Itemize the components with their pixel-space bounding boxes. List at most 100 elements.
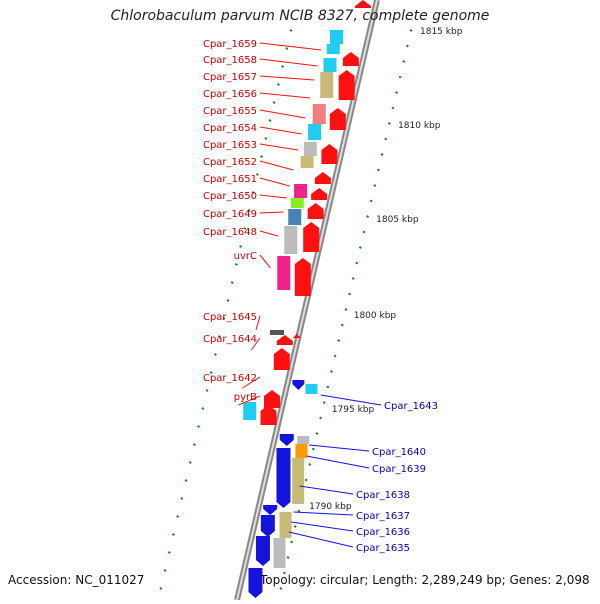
inner-tick (163, 569, 167, 572)
scale-label: 1815 kbp (420, 27, 463, 37)
inner-tick (281, 65, 285, 68)
inner-tick (197, 425, 201, 428)
forward-gene-arrow (294, 258, 311, 296)
forward-gene-label: Cpar_1649 (203, 209, 257, 220)
scale-tick (409, 29, 413, 32)
scale-tick (398, 75, 402, 79)
inner-tick (243, 227, 247, 230)
inner-tick (234, 263, 238, 266)
scale-tick (297, 509, 301, 513)
forward-gene-label: Cpar_1654 (203, 123, 257, 134)
scale-tick (355, 261, 359, 265)
reverse-leader-line (306, 455, 370, 469)
forward-leader-line (259, 75, 315, 81)
scale-tick (348, 292, 351, 296)
forward-leader-line (255, 315, 261, 331)
forward-gene-arrow (264, 390, 281, 408)
gene-ticks (159, 29, 293, 590)
inner-tick (205, 389, 209, 392)
forward-gene-box (320, 72, 334, 98)
inner-tick (209, 371, 213, 374)
forward-gene-label: pyrB (234, 392, 257, 403)
forward-gene-arrow (292, 334, 301, 338)
forward-gene-box (308, 124, 322, 140)
reverse-leader-line (299, 485, 354, 495)
forward-leader-line (250, 337, 261, 351)
forward-gene-box (277, 256, 291, 290)
scale-tick (405, 44, 409, 48)
scale-ticks (279, 29, 413, 590)
forward-leader-line (259, 160, 294, 171)
forward-leader-line (259, 58, 318, 67)
forward-gene-box (290, 198, 304, 208)
reverse-gene-arrow (248, 568, 263, 598)
reverse-strand-genes (248, 380, 318, 598)
forward-leader-line (259, 194, 287, 199)
scale-tick (337, 339, 341, 342)
scale-tick (380, 153, 384, 156)
scale-tick (358, 246, 362, 249)
forward-leader-line (259, 126, 302, 135)
reverse-gene-arrow (255, 536, 270, 566)
inner-tick (188, 461, 192, 464)
forward-leader-line (259, 109, 306, 119)
forward-gene-arrow (307, 203, 324, 219)
scale-tick (329, 370, 333, 373)
inner-tick (218, 335, 222, 338)
forward-gene-box (303, 142, 317, 156)
scale-tick (311, 447, 315, 451)
scale-label: 1810 kbp (398, 121, 441, 131)
forward-gene-label: Cpar_1652 (203, 157, 257, 168)
forward-gene-box (300, 156, 314, 168)
scale-tick (340, 323, 344, 327)
forward-leader-line (259, 211, 284, 214)
scale-tick (344, 308, 348, 311)
reverse-gene-arrow (279, 434, 294, 446)
scale-tick (391, 106, 395, 110)
reverse-gene-arrow (276, 448, 291, 508)
forward-gene-arrow (338, 70, 355, 100)
forward-gene-arrow (276, 335, 293, 345)
inner-tick (213, 353, 217, 356)
forward-gene-arrow (342, 52, 359, 66)
reverse-gene-label: Cpar_1640 (372, 447, 426, 458)
scale-tick (286, 556, 290, 559)
scale-tick (395, 91, 398, 94)
forward-gene-arrow (314, 172, 331, 184)
scale-tick (366, 215, 370, 218)
forward-gene-box (323, 58, 337, 72)
forward-gene-box (312, 104, 326, 124)
accession-text: Accession: NC_011027 (8, 573, 145, 587)
inner-tick (276, 83, 280, 86)
scale-tick (293, 525, 297, 528)
inner-tick (289, 29, 293, 32)
scale-labels: 1815 kbp 1810 kbp 1805 kbp 1800 kbp 1795 kbp… (309, 27, 463, 512)
reverse-leader-line (288, 531, 354, 548)
scale-tick (322, 401, 326, 404)
forward-gene-box (326, 44, 340, 54)
scale-tick (319, 416, 323, 420)
genome-backbone (234, 0, 380, 601)
reverse-gene-label: Cpar_1638 (356, 490, 410, 501)
scale-tick (282, 571, 286, 575)
inner-tick (159, 587, 163, 590)
reverse-gene-label: Cpar_1635 (356, 543, 410, 554)
scale-tick (387, 122, 391, 125)
forward-strand-genes (243, 0, 371, 425)
forward-gene-label: Cpar_1650 (203, 191, 257, 202)
reverse-gene-box (292, 458, 305, 504)
forward-gene-arrow (329, 108, 346, 130)
reverse-gene-label: Cpar_1643 (384, 401, 438, 412)
scale-tick (377, 168, 380, 172)
reverse-gene-box (297, 436, 310, 444)
forward-gene-box (243, 402, 257, 420)
topology-text: Topology: circular; Length: 2,289,249 bp… (260, 573, 590, 587)
reverse-gene-box (305, 384, 318, 394)
inner-tick (255, 173, 259, 176)
reverse-gene-box (279, 512, 292, 538)
inner-tick (247, 209, 251, 212)
forward-gene-label: Cpar_1642 (203, 373, 257, 384)
forward-gene-label: Cpar_1658 (203, 55, 257, 66)
scale-tick (308, 463, 312, 466)
scale-label: 1790 kbp (309, 502, 352, 512)
